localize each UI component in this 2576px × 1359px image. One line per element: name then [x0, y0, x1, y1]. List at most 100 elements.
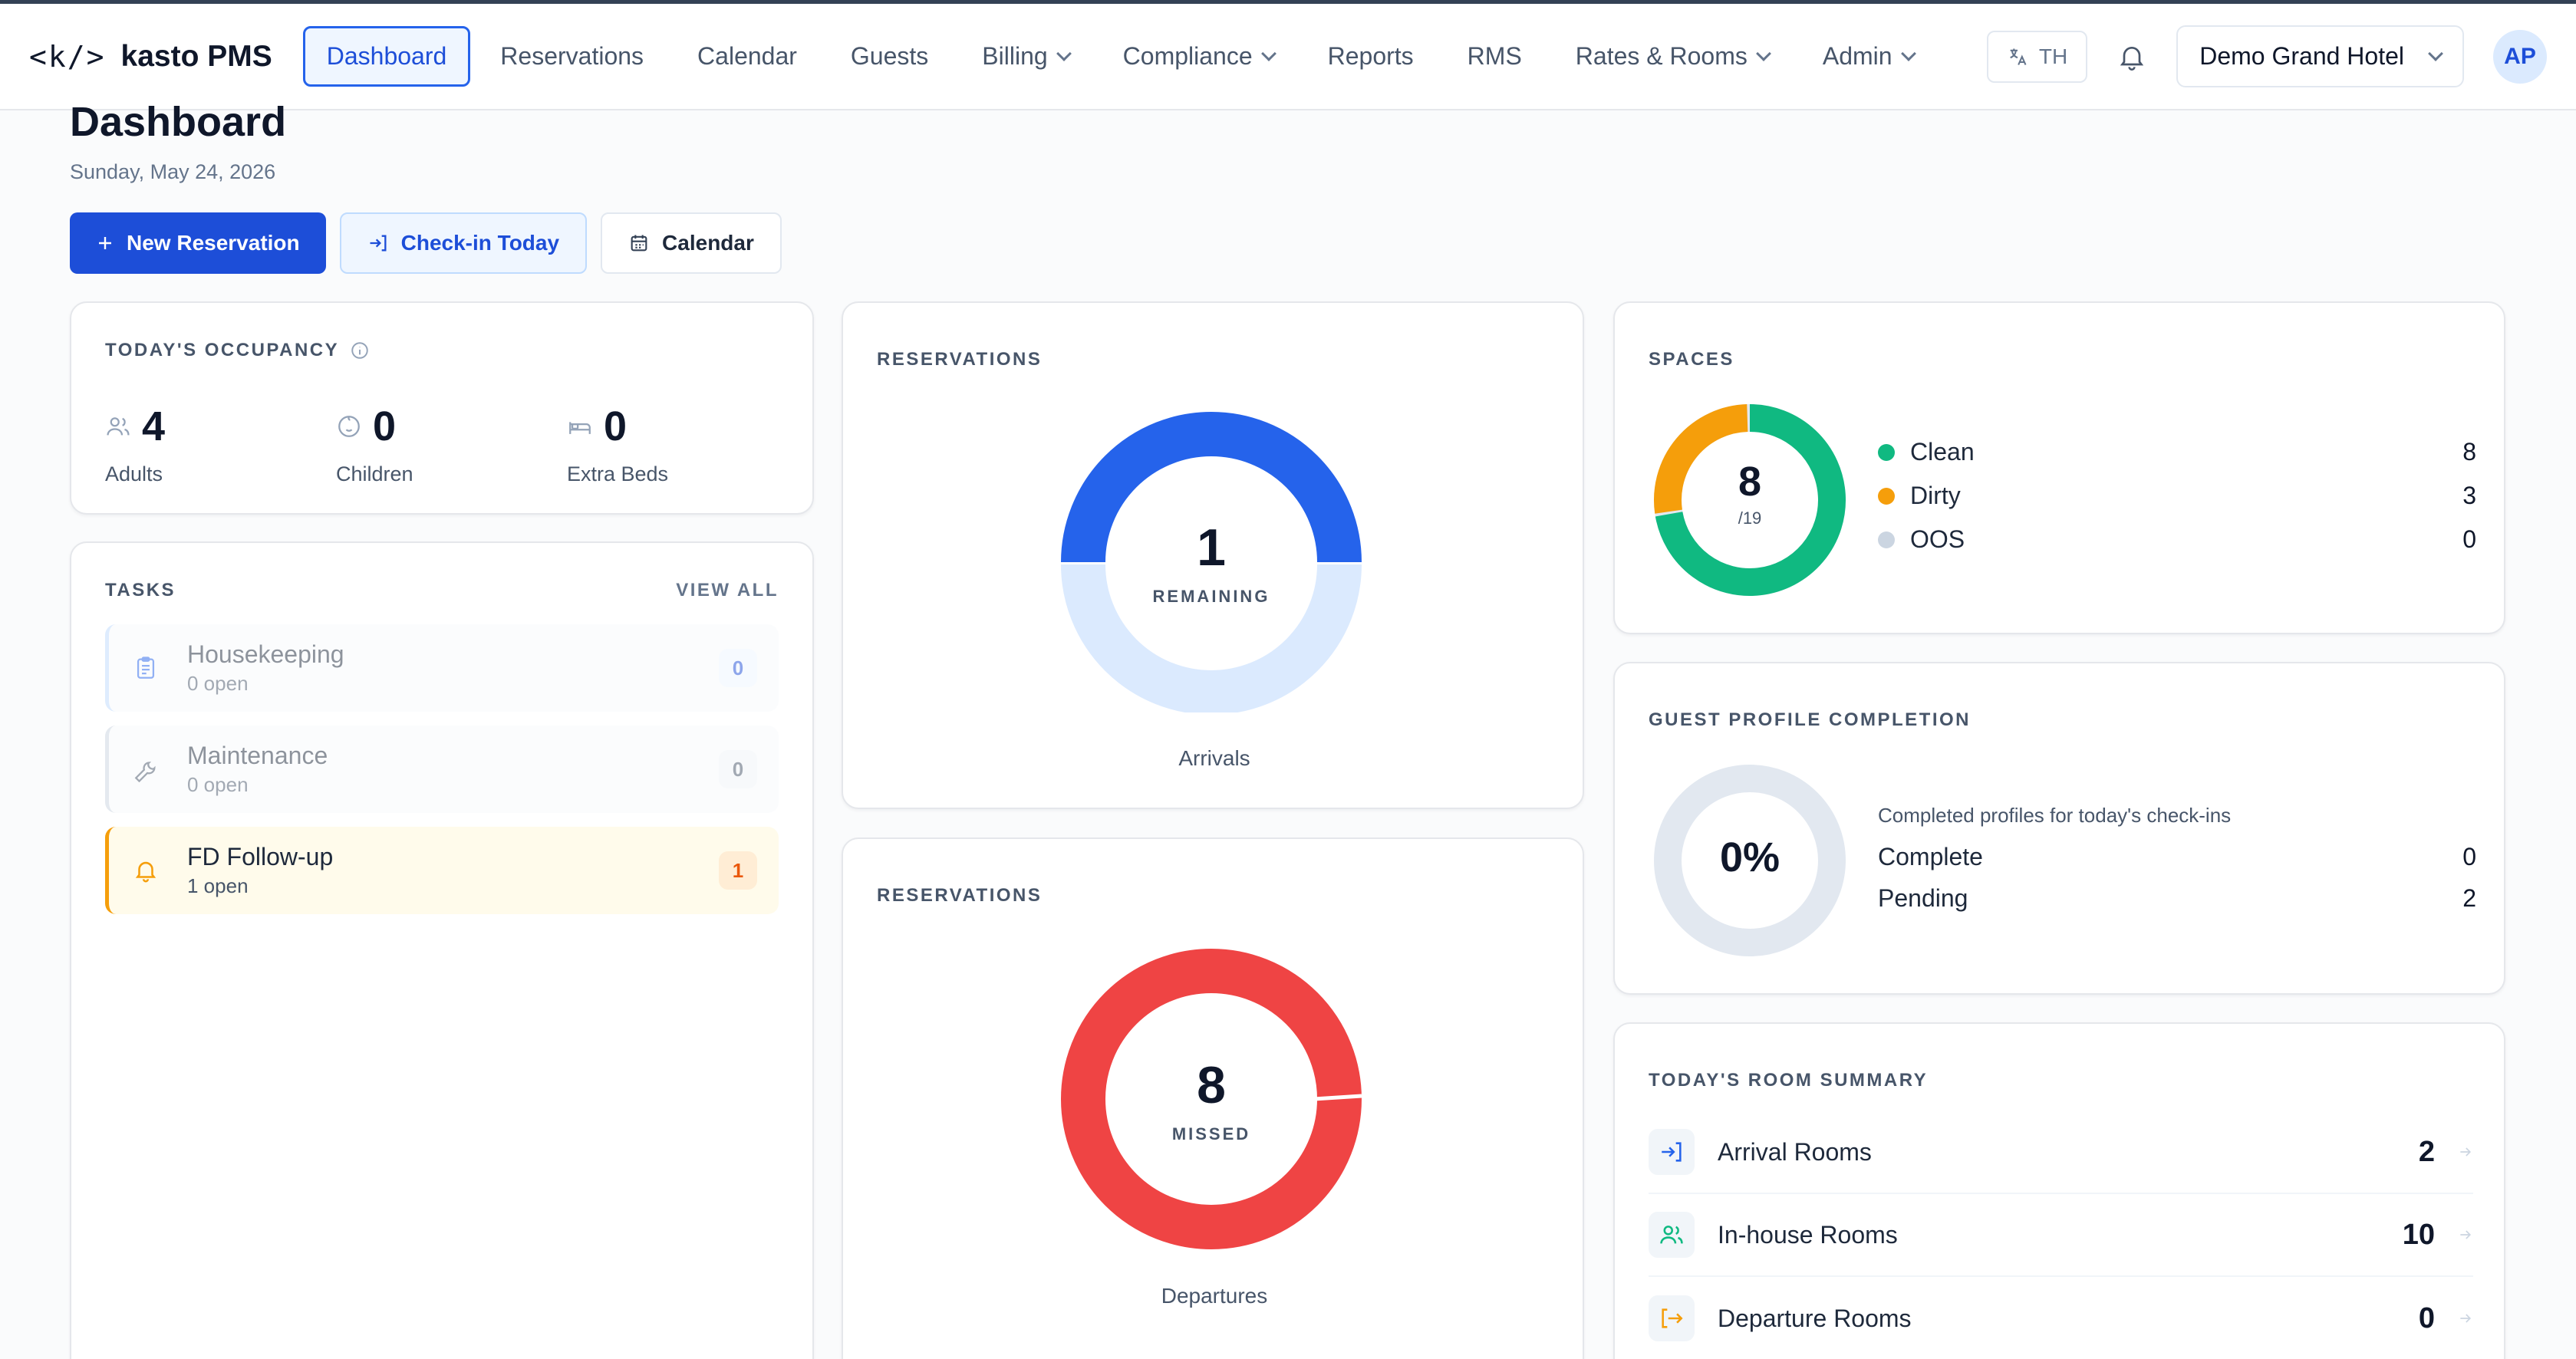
nav-reports-label: Reports [1327, 42, 1414, 70]
brand-name: kasto PMS [120, 39, 272, 73]
top-navbar: <k/> kasto PMS Dashboard Reservations Ca… [0, 4, 2576, 110]
departures-caption: Departures [1161, 1284, 1268, 1308]
logo-mark: <k/> [29, 39, 106, 74]
task-name: Housekeeping [187, 640, 344, 668]
summary-arrival-rooms[interactable]: Arrival Rooms 2 [1649, 1111, 2473, 1194]
checkin-today-label: Check-in Today [400, 231, 560, 255]
departures-gap [1313, 1094, 1362, 1101]
nav-admin[interactable]: Admin [1799, 26, 1938, 87]
nav-rates-rooms-label: Rates & Rooms [1575, 42, 1748, 70]
adults-value: 4 [142, 403, 166, 449]
profile-complete-label: Complete [1878, 843, 1983, 870]
new-reservation-button[interactable]: New Reservation [70, 212, 326, 274]
bell-icon[interactable] [2116, 41, 2147, 72]
task-badge: 0 [719, 750, 757, 788]
hotel-name: Demo Grand Hotel [2199, 42, 2404, 70]
profile-pending-row: Pending 2 [1878, 884, 2476, 913]
profile-complete-row: Complete 0 [1878, 843, 2476, 871]
legend-dirty: Dirty 3 [1878, 482, 2476, 510]
language-code: TH [2038, 44, 2068, 68]
nav-reports[interactable]: Reports [1304, 26, 1438, 87]
arrivals-remaining-label: REMAINING [1152, 587, 1270, 606]
calendar-button[interactable]: Calendar [601, 212, 782, 274]
nav-rms-label: RMS [1467, 42, 1522, 70]
legend-clean-label: Clean [1910, 438, 1975, 466]
spaces-arc-dirty [1654, 404, 1748, 514]
clipboard-icon [130, 653, 161, 683]
task-maintenance[interactable]: Maintenance 0 open 0 [105, 726, 779, 813]
arrivals-remaining-arc [1061, 412, 1362, 563]
top-border [0, 0, 2576, 4]
nav-compliance-label: Compliance [1122, 42, 1253, 70]
occupancy-extra-beds: 0 Extra Beds [567, 403, 668, 486]
occupancy-header: TODAY'S OCCUPANCY [105, 340, 370, 361]
occupancy-card: TODAY'S OCCUPANCY 4 Adults 0 Children 0 … [70, 301, 814, 515]
translate-icon [2010, 48, 2027, 65]
summary-row-label: In-house Rooms [1718, 1220, 1898, 1249]
summary-row-value: 10 [2402, 1218, 2435, 1251]
brand-logo[interactable]: <k/> kasto PMS [29, 40, 272, 74]
nav-calendar[interactable]: Calendar [674, 26, 821, 87]
summary-departure-rooms[interactable]: Departure Rooms 0 [1649, 1277, 2473, 1359]
checkin-today-button[interactable]: Check-in Today [339, 212, 588, 274]
nav-guests-label: Guests [850, 42, 929, 70]
departures-card: RESERVATIONS 8 MISSED Departures [842, 837, 1584, 1359]
view-all-link[interactable]: VIEW ALL [676, 580, 779, 601]
legend-oos-value: 0 [2462, 525, 2476, 553]
task-fd-followup[interactable]: FD Follow-up 1 open 1 [105, 827, 779, 914]
spaces-clean-value: 8 [1738, 459, 1762, 505]
arrivals-caption: Arrivals [1178, 746, 1250, 770]
spaces-donut [1654, 404, 1846, 596]
arrow-right-icon [2460, 1314, 2472, 1323]
bed-icon [569, 422, 591, 434]
legend-oos-label: OOS [1910, 525, 1965, 553]
summary-inhouse-rooms[interactable]: In-house Rooms 10 [1649, 1194, 2473, 1277]
nav-compliance[interactable]: Compliance [1099, 26, 1298, 87]
arrow-right-icon [2460, 1230, 2472, 1239]
new-reservation-label: New Reservation [127, 231, 300, 255]
summary-row-value: 2 [2418, 1135, 2435, 1168]
login-icon [1649, 1129, 1695, 1175]
task-housekeeping[interactable]: Housekeeping 0 open 0 [105, 624, 779, 712]
nav-billing-label: Billing [982, 42, 1048, 70]
nav-reservations[interactable]: Reservations [476, 26, 667, 87]
tasks-title: TASKS [105, 580, 176, 601]
arrivals-title: RESERVATIONS [877, 349, 1043, 370]
task-open-count: 0 open [187, 773, 249, 796]
nav-guests[interactable]: Guests [827, 26, 952, 87]
legend-clean: Clean 8 [1878, 438, 2476, 466]
user-avatar[interactable]: AP [2493, 29, 2547, 84]
spaces-arc-clean [1655, 404, 1846, 596]
profile-note: Completed profiles for today's check-ins [1878, 804, 2232, 827]
nav-rms[interactable]: RMS [1444, 26, 1546, 87]
action-bar: New Reservation Check-in Today Calendar [70, 212, 782, 274]
room-summary-card: TODAY'S ROOM SUMMARY Arrival Rooms 2 In-… [1613, 1022, 2505, 1359]
bell-icon [130, 855, 161, 886]
nav-dashboard-label: Dashboard [326, 42, 447, 70]
baby-icon [338, 416, 360, 437]
task-badge: 0 [719, 649, 757, 687]
arrivals-card: RESERVATIONS 1 REMAINING Arrivals [842, 301, 1584, 809]
calendar-label: Calendar [662, 231, 754, 255]
info-icon[interactable] [350, 341, 370, 360]
language-switcher[interactable]: TH [1986, 30, 2088, 83]
wrench-icon [130, 754, 161, 785]
chevron-down-icon [1900, 45, 1916, 61]
arrivals-remaining-value: 1 [1197, 518, 1226, 577]
arrow-right-icon [2460, 1147, 2472, 1157]
chevron-down-icon [1755, 45, 1771, 61]
profile-percent: 0% [1719, 834, 1780, 880]
spaces-total: /19 [1738, 508, 1762, 528]
occupancy-adults: 4 Adults [105, 403, 165, 486]
chevron-down-icon [1260, 45, 1276, 61]
hotel-selector[interactable]: Demo Grand Hotel [2176, 25, 2464, 87]
nav-billing[interactable]: Billing [958, 26, 1092, 87]
nav-reservations-label: Reservations [500, 42, 644, 70]
task-open-count: 0 open [187, 672, 249, 695]
nav-rates-rooms[interactable]: Rates & Rooms [1552, 26, 1793, 87]
nav-dashboard[interactable]: Dashboard [302, 26, 471, 87]
arrivals-done-arc [1061, 564, 1362, 712]
task-name: FD Follow-up [187, 843, 334, 870]
oos-dot [1878, 531, 1895, 548]
chevron-down-icon [1056, 45, 1072, 61]
